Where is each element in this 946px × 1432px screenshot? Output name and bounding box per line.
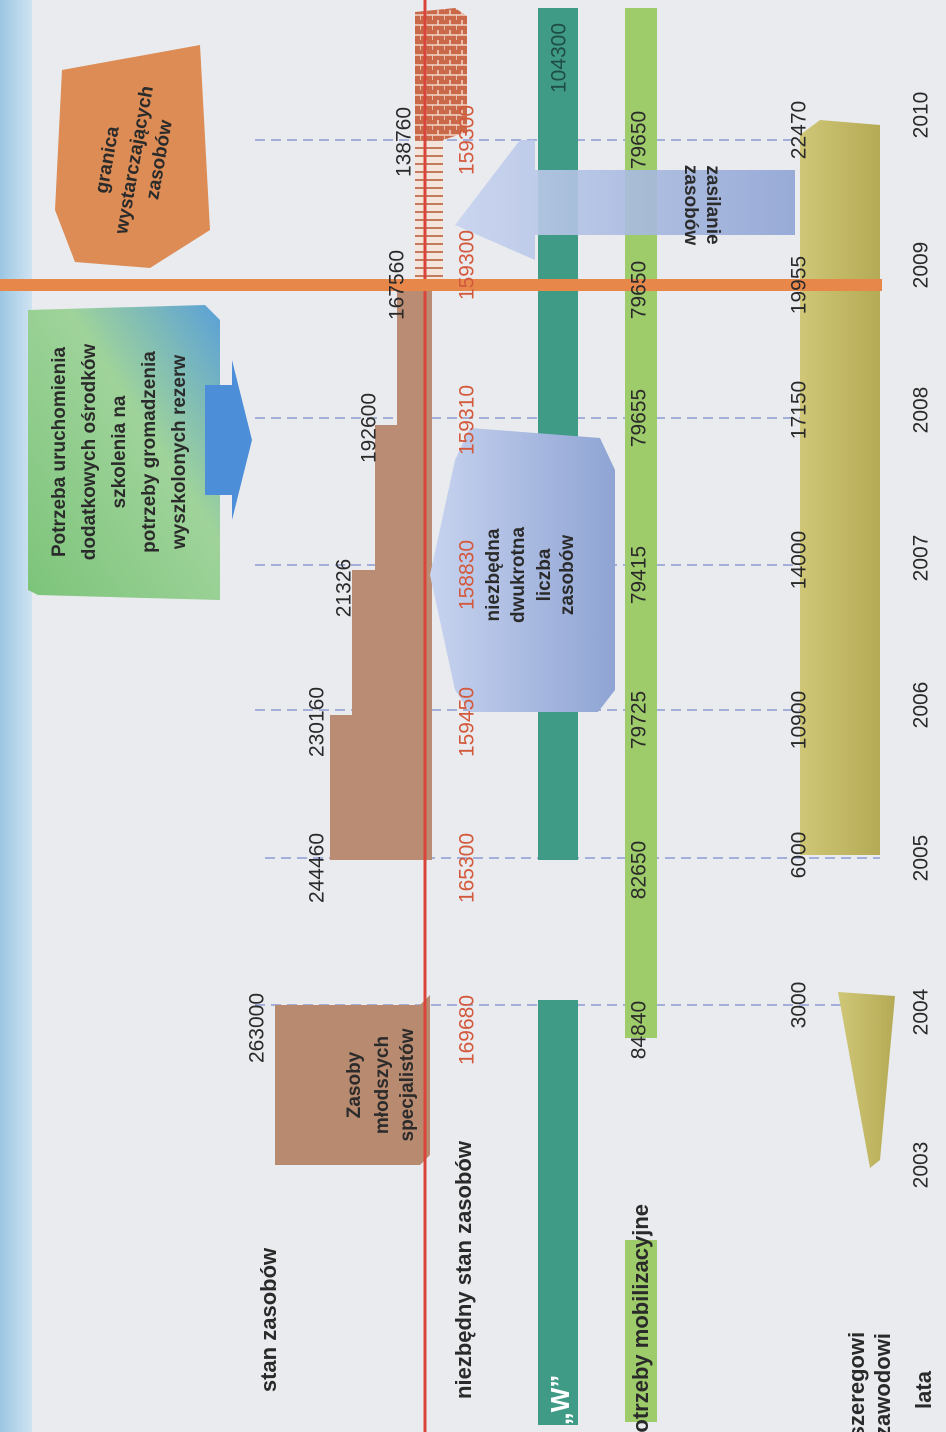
- value: 104300: [548, 23, 571, 93]
- supply-arrow: [455, 140, 795, 260]
- row-label: potrzeby mobilizacyjne: [628, 1204, 653, 1432]
- row-label: niezbędny stan zasobów: [451, 1140, 476, 1399]
- callout-text: zasilanie: [702, 165, 723, 244]
- row-label: zawodowi: [870, 1333, 895, 1432]
- year: 2008: [910, 387, 933, 434]
- value: 22470: [788, 101, 811, 159]
- limit-box: [55, 45, 210, 268]
- side-band: [0, 0, 32, 1432]
- value: 169680: [456, 995, 479, 1065]
- value: 230160: [306, 687, 329, 757]
- value: 159310: [456, 385, 479, 455]
- value: 165300: [456, 833, 479, 903]
- value: 82650: [628, 841, 651, 899]
- professional-bar: [800, 120, 880, 855]
- value: 159450: [456, 687, 479, 757]
- callout-text: wyszkolonych rezerw: [169, 355, 190, 551]
- value: 21326: [333, 559, 356, 617]
- callout-text: zasobów: [557, 535, 578, 615]
- year: 2007: [910, 535, 933, 582]
- callout-text: dwukrotna: [508, 527, 529, 623]
- double-need-arrow: [430, 428, 615, 712]
- year: 2010: [910, 92, 933, 139]
- row-label: „W”: [545, 1375, 575, 1426]
- value: 79725: [628, 691, 651, 749]
- hatched-step: [415, 140, 443, 285]
- value: 192600: [358, 393, 381, 463]
- young-specialists-box: [275, 995, 430, 1165]
- value: 263000: [246, 993, 269, 1063]
- professional-wedge: [838, 992, 895, 1168]
- brick-block: [415, 8, 467, 140]
- value: 6000: [788, 832, 811, 879]
- training-box: [28, 305, 220, 600]
- callout-text: liczba: [534, 548, 555, 601]
- value: 159300: [456, 105, 479, 175]
- callout-text: niezbędna: [483, 528, 504, 621]
- year: 2004: [910, 988, 933, 1035]
- year: 2006: [910, 682, 933, 729]
- row-label: szeregowi: [844, 1332, 869, 1432]
- w-bar: [538, 1000, 578, 1425]
- callout-text: młodszych: [372, 1036, 393, 1134]
- value: 79650: [628, 111, 651, 169]
- year: 2003: [910, 1142, 933, 1189]
- mobilization-bar: [625, 1240, 657, 1422]
- value: 79655: [628, 389, 651, 447]
- row-label: lata: [911, 1370, 936, 1409]
- callout-text: dodatkowych ośrodków: [79, 344, 100, 561]
- value: 19955: [788, 256, 811, 314]
- value: 244460: [306, 833, 329, 903]
- value: 167560: [386, 250, 409, 320]
- resource-steps: [330, 285, 432, 860]
- value: 84840: [628, 1001, 651, 1059]
- callout-text: Zasoby: [344, 1051, 365, 1118]
- value: 79650: [628, 261, 651, 319]
- value: 158830: [456, 540, 479, 610]
- callout-text: potrzeby gromadzenia: [139, 351, 160, 553]
- value: 79415: [628, 546, 651, 604]
- row-label: stan zasobów: [256, 1247, 281, 1392]
- value: 3000: [788, 982, 811, 1029]
- callout-text: Potrzeba uruchomienia: [49, 347, 70, 558]
- value: 17150: [788, 381, 811, 439]
- value: 10900: [788, 691, 811, 749]
- callout-text: specjalistów: [397, 1028, 418, 1141]
- value: 14000: [788, 531, 811, 589]
- training-chevron: [205, 360, 252, 520]
- callout-text: szkolenia na: [109, 395, 130, 508]
- value: 159300: [456, 230, 479, 300]
- callout-text: zasobów: [680, 165, 701, 245]
- year: 2005: [910, 835, 933, 882]
- value: 138760: [393, 107, 416, 177]
- year: 2009: [910, 242, 933, 289]
